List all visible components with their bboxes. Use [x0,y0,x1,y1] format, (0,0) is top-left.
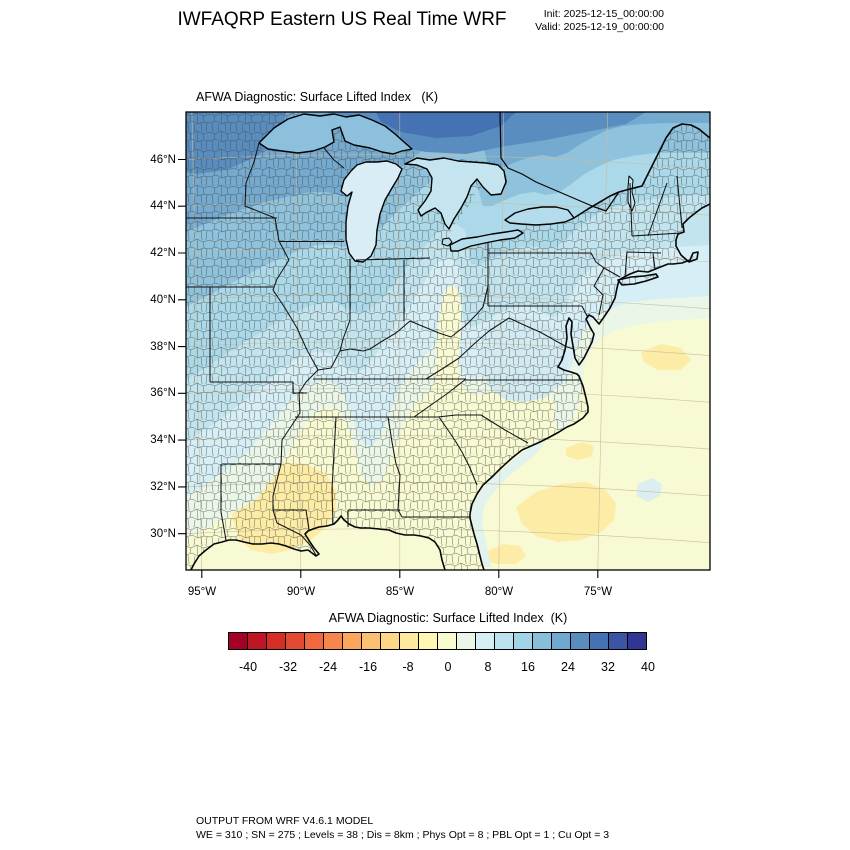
axis-ticks [178,158,599,578]
colorbar-title: AFWA Diagnostic: Surface Lifted Index (K… [328,611,568,625]
colorbar-cell [285,632,305,650]
lat-label: 40°N [150,293,176,306]
colorbar-cell [304,632,324,650]
lon-label: 90°W [286,586,316,598]
colorbar [228,632,647,650]
colorbar-tick: 40 [641,660,655,674]
colorbar-cell [494,632,514,650]
colorbar-cell [266,632,286,650]
model-info-line1: OUTPUT FROM WRF V4.6.1 MODEL [196,815,374,827]
coastline [190,112,710,570]
lake-michigan [340,160,403,263]
lon-label: 85°W [385,586,415,598]
colorbar-cell [247,632,267,650]
colorbar-cell [456,632,476,650]
colorbar-tick: 32 [601,660,615,674]
colorbar-tick: -16 [358,660,378,674]
lat-label: 38°N [150,340,176,353]
colorbar-tick: 24 [561,660,575,674]
state-borders [186,142,683,556]
map-frame [185,111,711,571]
model-info-line2: WE = 310 ; SN = 275 ; Levels = 38 ; Dis … [196,829,610,841]
great-lakes [258,113,636,263]
lat-label: 34°N [150,434,176,447]
lon-label: 80°W [484,586,514,598]
colorbar-tick: 0 [444,660,452,674]
lake-erie [449,229,524,252]
colorbar-tick: 8 [484,660,492,674]
lon-label: 95°W [187,586,217,598]
colorbar-cell [589,632,609,650]
colorbar-cell [532,632,552,650]
ontario-quebec-border [499,112,620,212]
lake-huron [404,157,507,230]
colorbar-cell [228,632,248,650]
lat-label: 44°N [150,200,176,213]
colorbar-cell [513,632,533,650]
lat-label: 36°N [150,387,176,400]
colorbar-cell [475,632,495,650]
colorbar-tick: -8 [402,660,414,674]
colorbar-cell [570,632,590,650]
us-canada-border [573,123,710,219]
colorbar-tick: -32 [278,660,298,674]
map-title: AFWA Diagnostic: Surface Lifted Index (K… [196,90,438,104]
colorbar-tick: -24 [318,660,338,674]
lat-label: 30°N [150,527,176,540]
lat-label: 42°N [150,247,176,259]
colorbar-cell [323,632,343,650]
colorbar-tick: -40 [238,660,258,674]
init-timestamp: Init: 2025-12-15_00:00:00 [543,8,664,20]
map-fill-layers [186,112,710,570]
colorbar-tick: 16 [521,660,535,674]
colorbar-cell [361,632,381,650]
lon-label: 75°W [583,586,613,598]
colorbar-cell [551,632,571,650]
colorbar-cell [342,632,362,650]
lake-superior [258,113,413,155]
colorbar-cell [608,632,628,650]
valid-timestamp: Valid: 2025-12-19_00:00:00 [535,21,664,33]
lat-label: 32°N [150,480,176,493]
colorbar-cell [437,632,457,650]
map-canvas [178,111,711,578]
colorbar-cell [399,632,419,650]
colorbar-cell [418,632,438,650]
lat-label: 46°N [150,153,176,166]
colorbar-cell [627,632,647,650]
lake-st-clair [441,237,453,247]
colorbar-cell [380,632,400,650]
page-title: IWFAQRP Eastern US Real Time WRF [177,9,507,30]
